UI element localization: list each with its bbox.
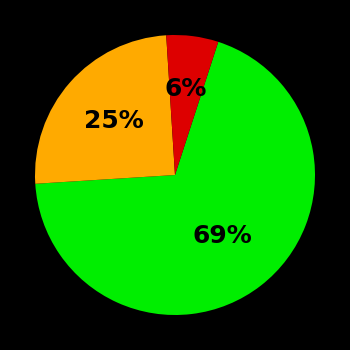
- Wedge shape: [35, 42, 315, 315]
- Text: 6%: 6%: [165, 77, 207, 101]
- Wedge shape: [166, 35, 218, 175]
- Text: 25%: 25%: [84, 109, 144, 133]
- Text: 69%: 69%: [192, 224, 252, 248]
- Wedge shape: [35, 35, 175, 184]
